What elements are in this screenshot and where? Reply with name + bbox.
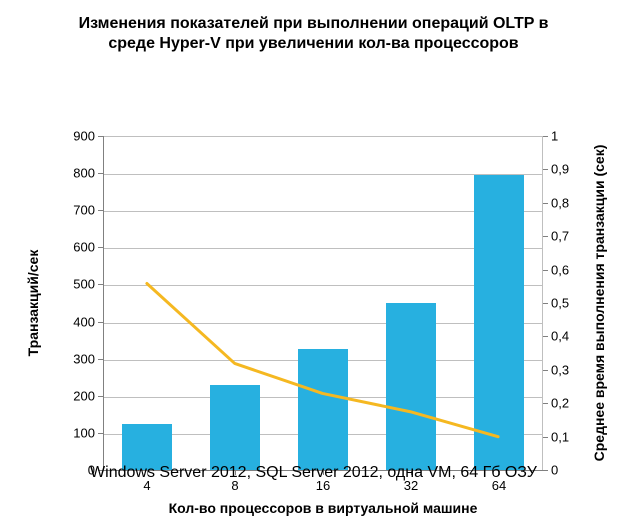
y-right-tick: 0,1: [551, 429, 581, 444]
chart-title-line2: среде Hyper-V при увеличении кол-ва проц…: [30, 34, 597, 54]
chart-footer: Windows Server 2012, SQL Server 2012, од…: [0, 464, 627, 482]
y-left-tick: 500: [63, 277, 95, 292]
chart-title-line1: Изменения показателей при выполнении опе…: [30, 14, 597, 34]
y-left-tick: 700: [63, 203, 95, 218]
y-right-tick-mark: [543, 136, 548, 137]
chart-title: Изменения показателей при выполнении опе…: [0, 0, 627, 62]
y-right-tick-mark: [543, 270, 548, 271]
y-left-tick: 800: [63, 166, 95, 181]
y-right-tick: 0,2: [551, 396, 581, 411]
y-left-tick: 300: [63, 351, 95, 366]
y-left-axis-label: Транзакций/сек: [25, 250, 41, 357]
y-left-axis-line: [103, 136, 104, 470]
y-right-tick: 0,7: [551, 229, 581, 244]
y-right-tick-mark: [543, 336, 548, 337]
y-right-tick: 0,5: [551, 296, 581, 311]
y-right-tick: 0,9: [551, 162, 581, 177]
y-left-tick: 900: [63, 129, 95, 144]
y-right-tick-mark: [543, 236, 548, 237]
y-right-tick-mark: [543, 370, 548, 371]
y-right-tick: 0,4: [551, 329, 581, 344]
y-right-axis-label: Среднее время выполнения транзакции (сек…: [591, 145, 607, 462]
y-right-tick: 0,3: [551, 362, 581, 377]
y-left-tick: 600: [63, 240, 95, 255]
plot-area: [103, 136, 543, 470]
y-left-tick: 400: [63, 314, 95, 329]
y-right-tick-mark: [543, 437, 548, 438]
y-right-tick: 0,8: [551, 195, 581, 210]
y-right-tick: 0,6: [551, 262, 581, 277]
y-right-tick: 1: [551, 129, 581, 144]
y-right-tick-mark: [543, 303, 548, 304]
y-left-tick: 200: [63, 388, 95, 403]
y-right-tick-mark: [543, 169, 548, 170]
x-axis-label: Кол-во процессоров в виртуальной машине: [169, 500, 478, 516]
y-right-tick-mark: [543, 203, 548, 204]
line-series: [103, 137, 542, 470]
y-left-tick: 100: [63, 425, 95, 440]
y-right-tick-mark: [543, 403, 548, 404]
